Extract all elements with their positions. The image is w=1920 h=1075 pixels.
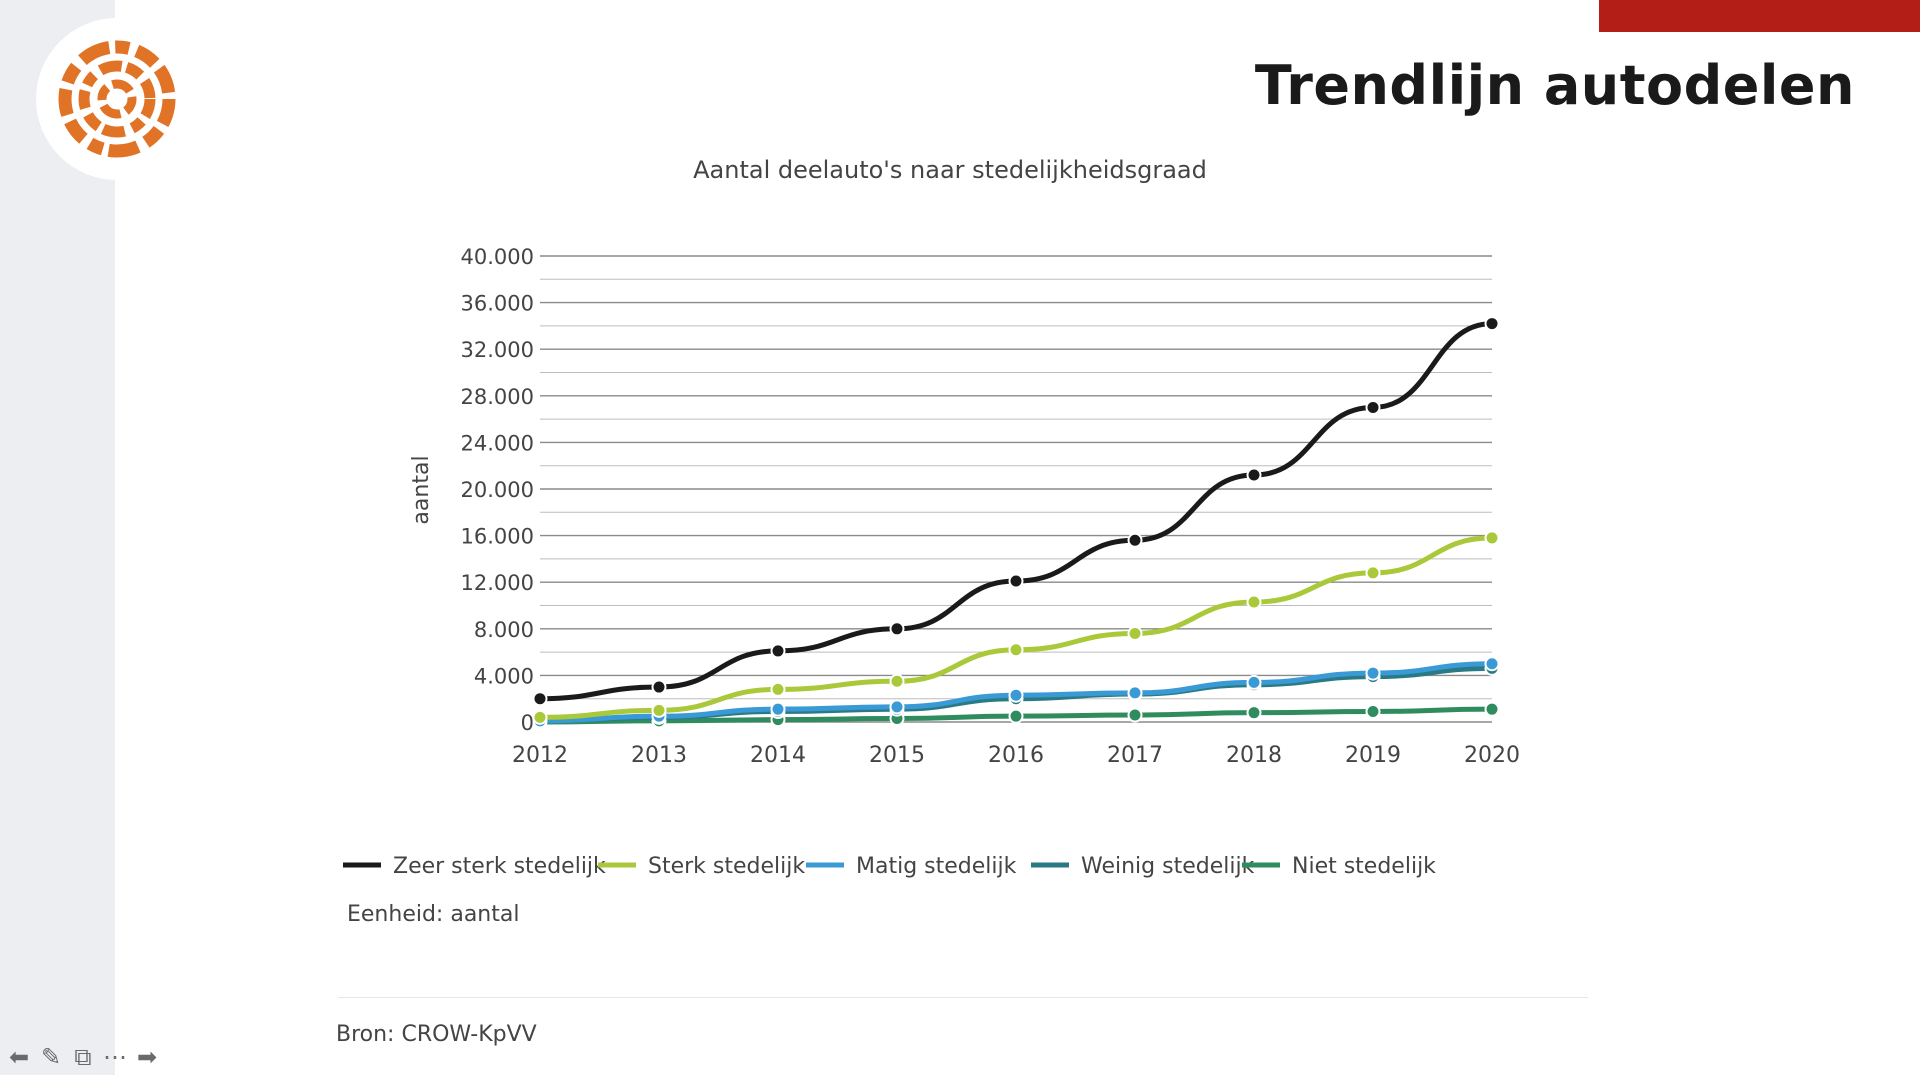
legend-label: Weinig stedelijk [1081,854,1255,879]
slide-title: Trendlijn autodelen [1254,54,1855,117]
data-point [1127,532,1143,548]
legend-item: Weinig stedelijk [1031,854,1255,879]
data-point [1246,705,1262,721]
logo [36,18,198,180]
chart-title: Aantal deelauto's naar stedelijkheidsgra… [693,156,1207,184]
legend-label: Niet stedelijk [1292,854,1436,879]
y-tick-label: 0 [521,711,534,735]
logo-mark [58,40,176,158]
slide-nav: ⬅ ✎ ⧉ ⋯ ➡ [6,1045,160,1071]
series-lines [532,316,1500,730]
data-point [1365,704,1381,720]
x-tick-label: 2020 [1464,743,1520,768]
subtitle-icon[interactable]: ⧉ [74,1044,92,1071]
data-point [1484,530,1500,546]
y-tick-label: 12.000 [461,571,534,595]
x-tick-label: 2019 [1345,743,1401,768]
y-tick-label: 36.000 [461,292,534,316]
data-point [651,679,667,695]
x-tick-labels: 2012 2013 2014 2015 2016 2017 2018 2019 2020 [512,743,1520,768]
legend: Zeer sterk stedelijk Sterk stedelijk Matig… [343,854,1436,879]
accent-bar [1599,0,1920,32]
data-point [889,621,905,637]
data-point [532,709,548,725]
data-point [1365,665,1381,681]
x-tick-label: 2014 [750,743,806,768]
pen-icon[interactable]: ✎ [40,1044,62,1071]
legend-item: Niet stedelijk [1242,854,1436,879]
data-point [532,691,548,707]
y-axis-label: aantal [409,455,434,524]
x-tick-label: 2018 [1226,743,1282,768]
arrow-right-icon[interactable]: ➡ [136,1044,158,1071]
data-point [1008,642,1024,658]
y-tick-label: 32.000 [461,338,534,362]
data-point [1246,674,1262,690]
data-point [1246,594,1262,610]
series-zeer-sterk-stedelijk [532,316,1500,707]
x-tick-label: 2015 [869,743,925,768]
legend-item: Zeer sterk stedelijk [343,854,606,879]
data-point [1008,708,1024,724]
data-point [1008,687,1024,703]
y-tick-label: 8.000 [474,618,534,642]
y-tick-label: 40.000 [461,245,534,269]
data-point [1365,565,1381,581]
arrow-left-icon[interactable]: ⬅ [8,1044,30,1071]
y-tick-label: 20.000 [461,478,534,502]
series-line [539,321,1493,702]
legend-item: Sterk stedelijk [598,854,805,879]
y-tick-label: 4.000 [474,664,534,688]
data-point [1127,685,1143,701]
data-point [770,681,786,697]
y-tick-labels: 0 4.000 8.000 12.000 16.000 20.000 24.000 28.00… [461,245,534,735]
data-point [1365,399,1381,415]
data-point [1484,316,1500,332]
data-point [1246,467,1262,483]
data-point [1484,701,1500,717]
x-tick-label: 2012 [512,743,568,768]
data-point [1008,573,1024,589]
data-point [1127,707,1143,723]
legend-item: Matig stedelijk [806,854,1017,879]
data-point [889,699,905,715]
data-point [889,673,905,689]
y-tick-label: 24.000 [461,431,534,455]
more-icon[interactable]: ⋯ [103,1044,127,1071]
x-tick-label: 2013 [631,743,687,768]
data-point [1127,625,1143,641]
series-sterk-stedelijk [532,530,1500,725]
divider [338,997,1588,998]
source-note: Bron: CROW-KpVV [336,1022,537,1047]
legend-label: Sterk stedelijk [648,854,805,879]
legend-label: Matig stedelijk [856,854,1017,879]
data-point [651,702,667,718]
legend-label: Zeer sterk stedelijk [393,854,606,879]
data-point [770,701,786,717]
left-sidebar [0,0,115,1075]
y-tick-label: 28.000 [461,385,534,409]
data-point [1484,656,1500,672]
x-tick-label: 2017 [1107,743,1163,768]
data-point [770,643,786,659]
y-tick-label: 16.000 [461,525,534,549]
unit-note: Eenheid: aantal [347,902,520,927]
x-tick-label: 2016 [988,743,1044,768]
